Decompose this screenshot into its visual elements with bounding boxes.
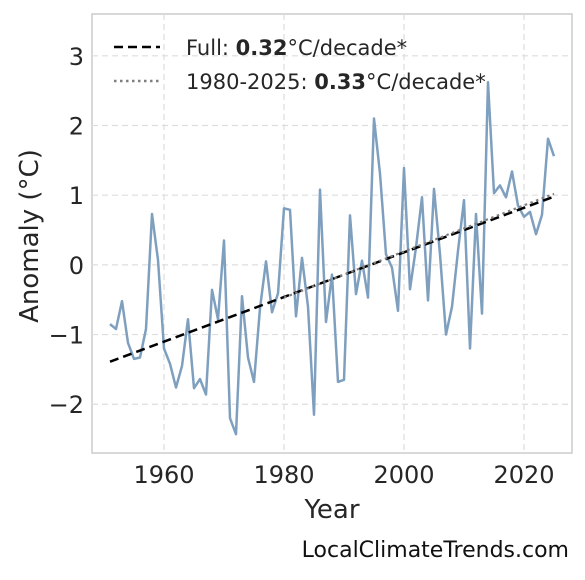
y-tick-label: −1 [49,322,84,350]
trend-recent-line [283,192,555,299]
legend-recent-label: 1980-2025: 0.33°C/decade* [186,70,486,94]
y-tick-label: 2 [69,112,84,140]
legend: Full: 0.32°C/decade* 1980-2025: 0.33°C/d… [114,36,486,94]
y-tick-label: 3 [69,43,84,71]
legend-recent-prefix: 1980-2025: [186,70,314,94]
grid [92,14,572,453]
legend-full-suffix: °C/decade* [288,36,408,60]
plot-area [91,13,573,454]
y-axis-label: Anomaly (°C) [15,149,45,323]
x-tick-label: 2000 [373,461,434,489]
x-ticks: 1960 1980 2000 2020 [133,461,554,489]
footer-site-name: LocalClimateTrends.com [301,538,569,563]
y-tick-label: 1 [69,182,84,210]
y-ticks: −2 −1 0 1 2 3 [49,43,84,419]
x-axis-label: Year [303,495,359,525]
legend-recent-value: 0.33 [314,70,366,94]
anomaly-series-line [109,81,556,436]
legend-full-prefix: Full: [186,36,236,60]
series-group [109,81,556,436]
legend-full-value: 0.32 [236,36,288,60]
y-tick-label: 0 [69,252,84,280]
trend-full-line [109,195,555,363]
x-tick-label: 1960 [133,461,194,489]
y-tick-label: −2 [49,391,84,419]
x-tick-label: 1980 [253,461,314,489]
legend-recent-suffix: °C/decade* [366,70,486,94]
x-tick-label: 2020 [493,461,554,489]
legend-full-label: Full: 0.32°C/decade* [186,36,407,60]
